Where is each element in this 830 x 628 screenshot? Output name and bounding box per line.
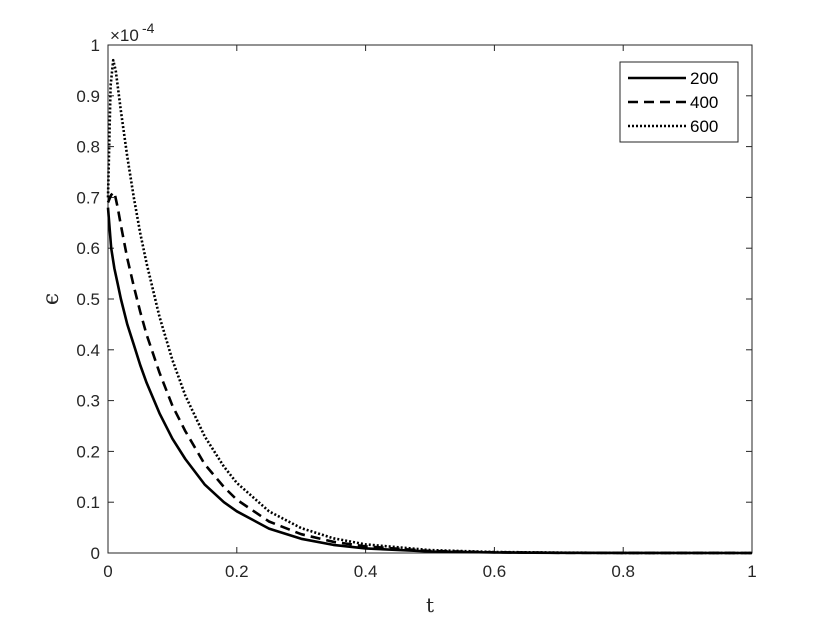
y-tick-label: 0.3: [76, 392, 100, 411]
y-tick-label: 0.5: [76, 290, 100, 309]
x-tick-label: 0.4: [354, 562, 378, 581]
legend-label-400: 400: [690, 93, 718, 112]
legend-label-200: 200: [690, 69, 718, 88]
y-tick-label: 0.4: [76, 341, 100, 360]
y-tick-label: 0.8: [76, 138, 100, 157]
y-tick-label: 0.6: [76, 239, 100, 258]
x-tick-label: 0.6: [483, 562, 507, 581]
x-tick-label: 0.2: [225, 562, 249, 581]
legend-label-600: 600: [690, 117, 718, 136]
x-tick-label: 0.8: [611, 562, 635, 581]
x-tick-label: 1: [747, 562, 756, 581]
y-exponent-label: ×10: [110, 26, 139, 45]
y-exponent-power: -4: [142, 20, 155, 36]
y-tick-label: 1: [91, 36, 100, 55]
y-tick-label: 0.1: [76, 493, 100, 512]
y-tick-label: 0.7: [76, 188, 100, 207]
y-tick-label: 0.2: [76, 442, 100, 461]
y-tick-label: 0: [91, 544, 100, 563]
legend: 200 400 600: [619, 61, 739, 143]
x-axis-label: t: [426, 593, 434, 617]
y-tick-label: 0.9: [76, 87, 100, 106]
x-tick-label: 0: [103, 562, 112, 581]
series-line-600: [106, 58, 753, 555]
y-axis-label: ϵ: [39, 293, 64, 305]
